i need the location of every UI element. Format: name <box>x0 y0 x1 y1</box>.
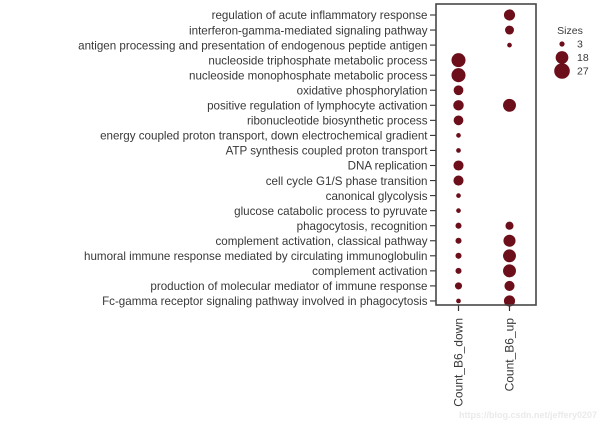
legend-title: Sizes <box>557 25 583 37</box>
count-dot <box>503 234 516 247</box>
x-axis: Count_B6_down Count_B6_up <box>452 305 517 407</box>
count-dot <box>456 193 461 198</box>
count-dot <box>504 280 515 291</box>
count-dot <box>505 25 514 35</box>
count-dot <box>453 100 464 111</box>
count-dot <box>456 208 461 213</box>
legend-size-label: 27 <box>577 66 589 78</box>
count-dot <box>456 148 461 153</box>
count-dot <box>455 267 462 274</box>
y-tick-label: interferon-gamma-mediated signaling path… <box>189 24 428 37</box>
y-tick-label: energy coupled proton transport, down el… <box>100 130 428 143</box>
count-dot <box>455 237 462 244</box>
count-dot <box>505 221 514 230</box>
count-dot <box>453 115 464 126</box>
y-tick-label: glucose catabolic process to pyruvate <box>234 205 427 218</box>
count-dot <box>451 68 466 83</box>
dots-layer <box>451 9 516 307</box>
y-tick-label: nucleoside monophosphate metabolic proce… <box>189 69 428 82</box>
legend-items: 318 27 <box>554 39 589 79</box>
count-dot <box>503 295 516 307</box>
plot-panel-border <box>435 3 537 306</box>
legend-size-label: 3 <box>577 39 583 51</box>
count-dot <box>456 133 461 138</box>
legend-dot <box>554 63 570 79</box>
plot-panel <box>436 4 536 305</box>
count-dot <box>503 249 516 263</box>
count-dot <box>456 298 461 304</box>
y-tick-label: nucleoside triphosphate metabolic proces… <box>208 54 427 67</box>
legend-dot <box>559 41 565 47</box>
y-tick-label: positive regulation of lymphocyte activa… <box>207 100 427 113</box>
x-tick-label: Count_B6_down <box>452 318 466 407</box>
x-tick-label: Count_B6_up <box>503 318 517 392</box>
count-dot <box>453 160 464 171</box>
y-tick-label: phagocytosis, recognition <box>297 220 428 233</box>
count-dot <box>453 175 464 186</box>
y-tick-label: cell cycle G1/S phase transition <box>266 175 428 188</box>
count-dot <box>503 264 516 278</box>
count-dot <box>507 42 512 48</box>
legend-size-label: 18 <box>577 52 589 64</box>
y-tick-label: antigen processing and presentation of e… <box>78 39 427 52</box>
count-dot <box>503 98 516 112</box>
y-tick-label: oxidative phosphorylation <box>297 84 428 97</box>
y-tick-label: ribonucleotide biosynthetic process <box>247 115 428 128</box>
y-tick-label: regulation of acute inflammatory respons… <box>212 9 428 22</box>
watermark: https://blog.csdn.net/jeffery0207 <box>459 410 597 420</box>
count-dot <box>454 282 463 290</box>
count-dot <box>451 53 466 68</box>
y-tick-label: Fc-gamma receptor signaling pathway invo… <box>102 295 428 308</box>
count-dot <box>453 85 464 96</box>
legend-dot <box>555 51 569 64</box>
count-dot <box>455 222 462 229</box>
count-dot <box>455 252 462 259</box>
y-tick-label: DNA replication <box>348 160 428 173</box>
y-tick-label: ATP synthesis coupled proton transport <box>226 145 429 158</box>
y-tick-label: complement activation <box>312 265 427 278</box>
count-dot <box>503 9 516 21</box>
y-tick-label: humoral immune response mediated by circ… <box>84 250 427 263</box>
y-axis: regulation of acute inflammatory respons… <box>78 9 436 308</box>
y-tick-label: canonical glycolysis <box>326 190 428 203</box>
y-tick-label: complement activation, classical pathway <box>215 235 427 248</box>
size-legend: Sizes 318 27 <box>554 25 589 79</box>
y-tick-label: production of molecular mediator of immu… <box>150 280 427 293</box>
